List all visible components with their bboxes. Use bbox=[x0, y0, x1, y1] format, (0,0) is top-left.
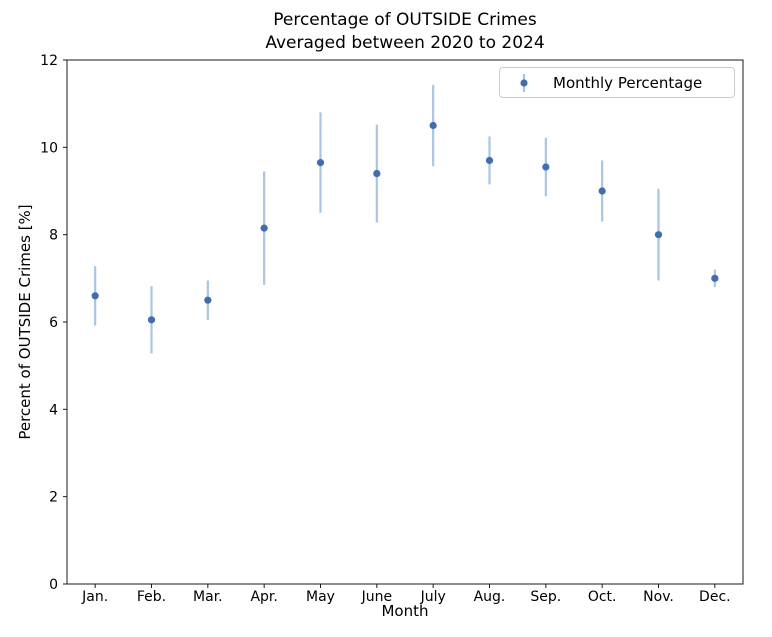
x-tick-label: June bbox=[361, 589, 393, 605]
x-tick-label: Oct. bbox=[588, 589, 617, 605]
y-tick-label: 2 bbox=[49, 490, 58, 506]
data-point bbox=[260, 224, 268, 232]
data-point bbox=[373, 169, 381, 178]
x-tick-label: Jan. bbox=[81, 589, 108, 605]
x-tick-label: Feb. bbox=[137, 589, 166, 605]
data-point bbox=[316, 159, 325, 167]
x-axis-label: Month bbox=[381, 602, 429, 620]
legend-entry-label: Monthly Percentage bbox=[553, 73, 703, 92]
legend-marker-dot bbox=[520, 78, 528, 87]
y-tick-label: 4 bbox=[49, 402, 58, 418]
data-point bbox=[91, 292, 99, 300]
data-point bbox=[598, 187, 606, 195]
x-tick-label: Sep. bbox=[530, 589, 561, 605]
data-point bbox=[204, 296, 212, 304]
y-tick-label: 0 bbox=[49, 577, 58, 593]
legend-errorbar-icon bbox=[520, 73, 528, 92]
data-point bbox=[711, 274, 719, 282]
data-point bbox=[654, 231, 663, 239]
x-tick-label: Aug. bbox=[474, 589, 506, 605]
chart-title-line2: Averaged between 2020 to 2024 bbox=[265, 33, 545, 53]
data-point bbox=[485, 156, 494, 165]
x-tick-label: Apr. bbox=[250, 589, 277, 605]
y-tick-label: 8 bbox=[49, 228, 58, 244]
y-tick-label: 10 bbox=[40, 140, 58, 156]
y-axis-label: Percent of OUTSIDE Crimes [%] bbox=[16, 204, 34, 440]
x-tick-label: May bbox=[306, 589, 335, 605]
data-point bbox=[429, 121, 437, 130]
x-tick-label: Dec. bbox=[699, 589, 731, 605]
x-tick-label: Mar. bbox=[193, 589, 223, 605]
legend: Monthly Percentage bbox=[499, 67, 735, 98]
y-tick-label: 6 bbox=[49, 315, 58, 331]
data-point bbox=[147, 316, 156, 324]
chart-title-line1: Percentage of OUTSIDE Crimes bbox=[273, 10, 537, 30]
plot-border bbox=[66, 59, 744, 585]
x-tick-label: July bbox=[420, 589, 446, 605]
data-point bbox=[542, 163, 550, 171]
chart-title: Percentage of OUTSIDE Crimes Averaged be… bbox=[67, 9, 743, 55]
y-tick-label: 12 bbox=[40, 53, 58, 69]
x-tick-label: Nov. bbox=[643, 589, 674, 605]
